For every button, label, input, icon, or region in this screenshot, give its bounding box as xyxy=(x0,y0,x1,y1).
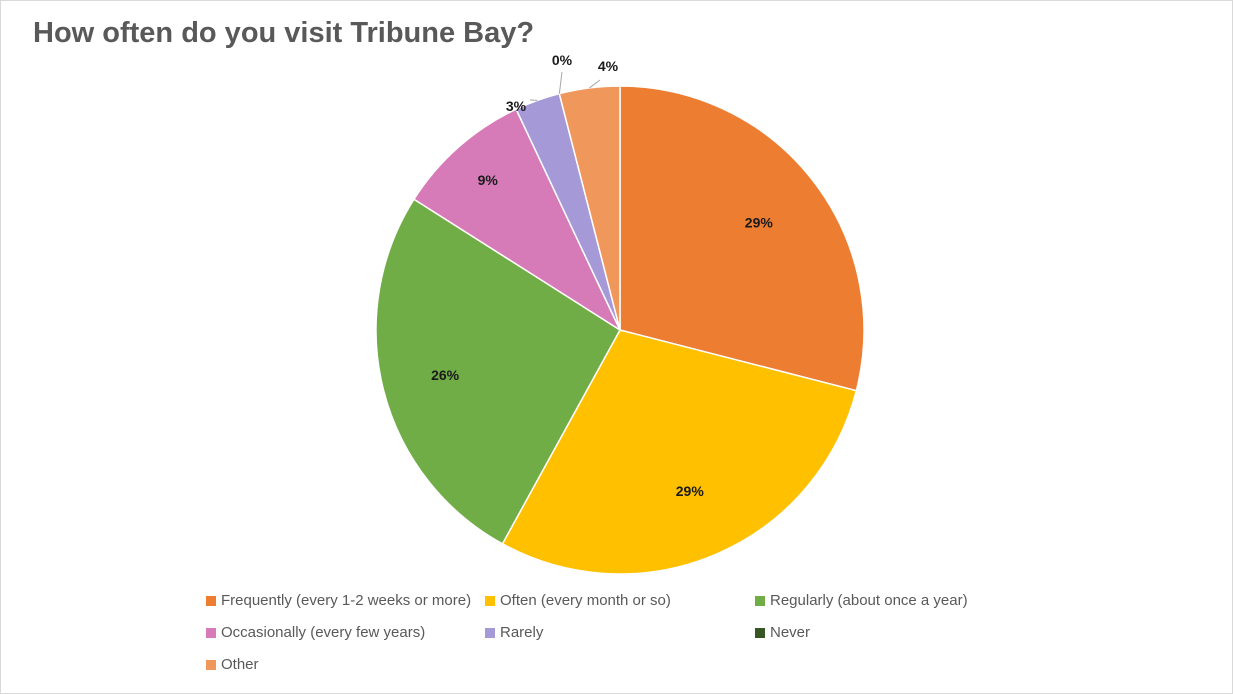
legend-label: Rarely xyxy=(500,624,544,641)
leader-line-never xyxy=(558,71,563,94)
legend-swatch xyxy=(485,627,495,638)
legend-item-rarely: Rarely xyxy=(485,624,543,641)
legend-label: Occasionally (every few years) xyxy=(221,624,426,641)
pie-slice-occasionally-every-few-years xyxy=(412,108,622,333)
legend-item-occasionally-every-few-years: Occasionally (every few years) xyxy=(206,624,425,641)
data-label-regularly-about-once-a-year: 26% xyxy=(431,367,460,383)
pie-slice-often-every-month-or-so xyxy=(501,329,858,575)
legend-label: Other xyxy=(221,656,259,673)
legend-swatch xyxy=(485,595,495,606)
legend-label: Regularly (about once a year) xyxy=(770,592,968,609)
data-label-rarely: 3% xyxy=(506,98,527,114)
legend-swatch xyxy=(755,627,765,638)
legend-label: Often (every month or so) xyxy=(500,592,671,609)
legend-label: Never xyxy=(770,624,811,641)
legend-swatch xyxy=(755,595,765,606)
data-label-often-every-month-or-so: 29% xyxy=(676,483,705,499)
legend-item-never: Never xyxy=(755,624,810,641)
legend-item-often-every-month-or-so: Often (every month or so) xyxy=(485,592,671,609)
legend-item-frequently-every-1-2-weeks-or-more: Frequently (every 1-2 weeks or more) xyxy=(206,592,471,609)
pie-slice-frequently-every-1-2-weeks-or-more xyxy=(619,85,865,392)
legend-swatch xyxy=(206,659,216,670)
data-label-other: 4% xyxy=(598,58,619,74)
data-label-occasionally-every-few-years: 9% xyxy=(478,172,499,188)
legend-item-regularly-about-once-a-year: Regularly (about once a year) xyxy=(755,592,968,609)
legend-item-other: Other xyxy=(206,656,259,673)
data-label-frequently-every-1-2-weeks-or-more: 29% xyxy=(745,214,774,230)
data-label-never: 0% xyxy=(552,52,573,68)
legend-swatch xyxy=(206,627,216,638)
chart-title: How often do you visit Tribune Bay? xyxy=(33,17,535,49)
legend-swatch xyxy=(206,595,216,606)
pie-slice-regularly-about-once-a-year xyxy=(375,198,621,545)
leader-line-other xyxy=(589,79,601,89)
legend-label: Frequently (every 1-2 weeks or more) xyxy=(221,592,472,609)
